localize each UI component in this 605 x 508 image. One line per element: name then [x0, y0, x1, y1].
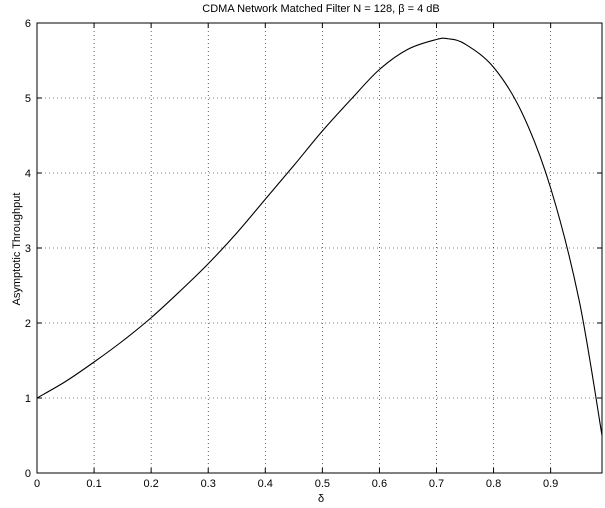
y-tick-label: 6	[25, 18, 31, 30]
y-tick-label: 2	[25, 318, 31, 330]
y-tick-label: 4	[25, 168, 31, 180]
y-tick-label: 0	[25, 468, 31, 480]
x-tick-label: 0.4	[258, 478, 273, 490]
x-tick-label: 0.7	[429, 478, 444, 490]
tick-labels: 0 0.1 0.2 0.3 0.4 0.5 0.6 0.7 0.8 0.9 0 1 2 3 4 5 6	[25, 18, 558, 490]
x-tick-label: 0.2	[143, 478, 158, 490]
y-tick-label: 5	[25, 93, 31, 105]
x-tick-label: 0.1	[86, 478, 101, 490]
y-tick-label: 3	[25, 243, 31, 255]
grid	[37, 23, 602, 473]
series-line	[36, 37, 603, 436]
chart-title: CDMA Network Matched Filter N = 128, β =…	[202, 3, 439, 15]
x-tick-label: 0	[34, 478, 40, 490]
x-tick-label: 0.8	[486, 478, 501, 490]
ticks	[36, 22, 602, 474]
x-tick-label: 0.9	[543, 478, 558, 490]
series-group	[36, 37, 603, 436]
x-axis-label: δ	[318, 493, 324, 505]
y-tick-label: 1	[25, 393, 31, 405]
y-axis-label: Asymptotic Throughput	[11, 193, 23, 306]
x-tick-label: 0.3	[201, 478, 216, 490]
x-tick-label: 0.6	[372, 478, 387, 490]
x-tick-label: 0.5	[315, 478, 330, 490]
